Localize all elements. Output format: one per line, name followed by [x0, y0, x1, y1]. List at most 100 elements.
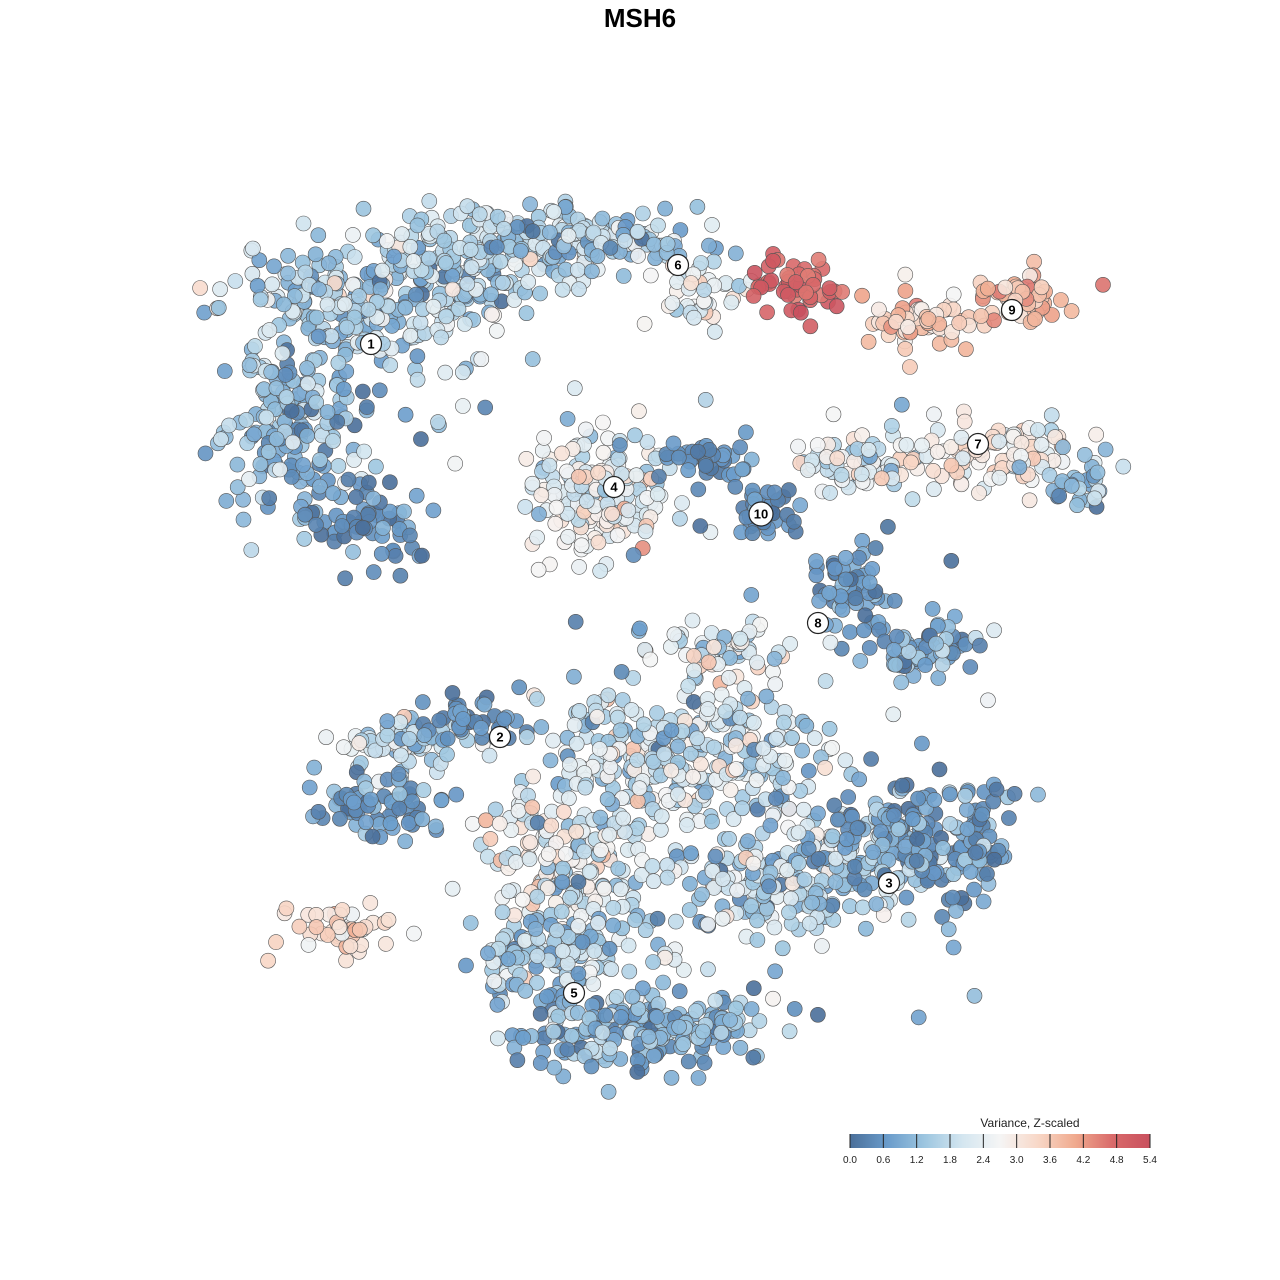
cell-point — [532, 285, 548, 302]
cell-point — [854, 899, 871, 916]
cell-point — [664, 295, 681, 311]
cell-point — [320, 255, 337, 272]
cell-point — [268, 380, 285, 397]
cell-point — [310, 328, 327, 345]
cell-point — [533, 487, 550, 503]
cell-point — [491, 815, 508, 832]
cell-point — [852, 653, 869, 669]
legend-tick-label: 0.6 — [876, 1155, 890, 1166]
cell-point — [416, 727, 433, 744]
cell-point — [310, 803, 327, 820]
cell-point — [721, 669, 737, 686]
cell-point — [540, 880, 556, 896]
cell-point — [367, 742, 384, 759]
cell-point — [980, 280, 996, 297]
cell-point — [924, 601, 941, 617]
legend-ticks: 0.0 0.6 1.2 1.8 2.4 3.0 3.6 4.2 4.8 5.4 — [843, 1134, 1157, 1166]
cell-point — [444, 268, 461, 284]
cell-point — [810, 805, 826, 822]
cell-point — [374, 262, 391, 279]
cell-point — [595, 444, 612, 461]
cell-point — [620, 937, 637, 954]
legend-color-bar — [850, 1134, 1150, 1148]
cell-point — [275, 296, 292, 313]
cell-point — [781, 482, 797, 498]
cell-point — [1053, 292, 1069, 308]
cell-point — [928, 635, 944, 652]
cell-point — [958, 341, 974, 358]
cell-point — [413, 431, 429, 447]
cell-point — [555, 860, 571, 877]
cell-point — [568, 823, 585, 840]
cell-point — [235, 511, 252, 528]
cell-point — [822, 485, 838, 501]
cell-point — [391, 786, 408, 802]
cell-point — [447, 455, 464, 472]
cell-point — [438, 255, 454, 271]
cell-point — [436, 232, 453, 249]
cell-point — [438, 308, 454, 325]
cell-point — [608, 988, 625, 1005]
cell-point — [462, 915, 479, 931]
legend-tick-label: 3.6 — [1043, 1155, 1057, 1166]
cell-point — [351, 735, 368, 751]
cell-point — [600, 687, 617, 704]
cell-point — [319, 296, 336, 313]
cell-point — [227, 273, 244, 289]
cell-point — [886, 642, 902, 658]
cell-point — [861, 574, 878, 591]
cell-point — [555, 803, 572, 820]
cell-point — [821, 280, 838, 297]
cell-point — [545, 1023, 562, 1040]
cell-point — [566, 717, 583, 733]
cell-point — [336, 296, 353, 313]
cell-point — [635, 716, 652, 733]
cell-point — [787, 274, 804, 290]
cell-point — [792, 497, 809, 514]
cell-point — [391, 800, 408, 817]
cell-point — [506, 292, 523, 308]
cell-point — [1089, 464, 1106, 481]
cell-point — [898, 437, 915, 453]
cell-point — [808, 567, 825, 584]
cell-point — [387, 548, 404, 564]
cell-point — [439, 746, 455, 763]
cell-point — [810, 851, 827, 867]
cell-point — [500, 951, 517, 968]
cell-point — [601, 826, 618, 843]
cell-point — [749, 654, 765, 671]
cell-point — [800, 763, 817, 779]
cell-point — [926, 406, 942, 423]
cell-point — [578, 421, 594, 438]
cell-point — [649, 910, 666, 927]
cell-point — [920, 311, 937, 327]
legend-tick-label: 3.0 — [1010, 1155, 1024, 1166]
cell-point — [688, 1003, 704, 1019]
cell-point — [337, 570, 353, 587]
cell-point — [412, 314, 429, 331]
cell-point — [631, 620, 648, 637]
cell-point — [542, 752, 559, 769]
cell-point — [636, 316, 653, 332]
cell-point — [373, 545, 390, 562]
cell-point — [942, 816, 958, 832]
cell-point — [594, 1024, 611, 1041]
legend-tick-label: 4.2 — [1076, 1155, 1090, 1166]
cell-point — [627, 912, 643, 928]
cell-point — [382, 357, 399, 374]
cell-point — [386, 248, 402, 265]
cell-point — [694, 886, 710, 903]
cell-point — [1043, 407, 1060, 424]
cell-point — [973, 308, 989, 324]
cell-point — [517, 982, 534, 999]
cluster-label-text: 2 — [496, 730, 503, 745]
cell-point — [312, 478, 328, 495]
cell-point — [408, 487, 425, 504]
cell-point — [959, 821, 976, 837]
cell-point — [620, 502, 637, 519]
cell-point — [749, 932, 766, 948]
cell-point — [260, 443, 277, 460]
cell-point — [603, 961, 620, 978]
cell-point — [589, 248, 606, 265]
cell-point — [685, 768, 701, 785]
